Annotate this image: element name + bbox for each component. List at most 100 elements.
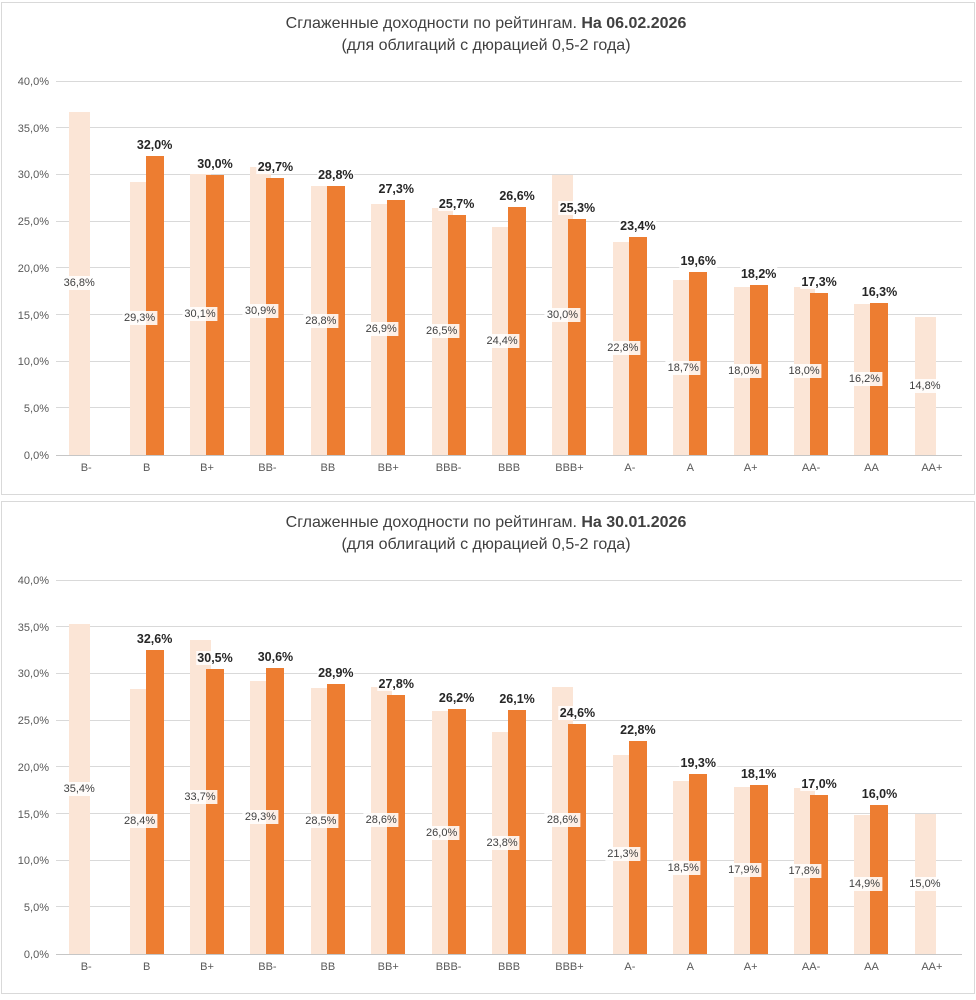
bar-current (145, 649, 164, 954)
gridline (56, 579, 962, 581)
category-group: 26,9% 27,3% (358, 82, 418, 455)
x-axis-label: B+ (200, 960, 214, 973)
bar-pair: 29,3% 30,6% (242, 581, 295, 954)
bar-label-previous: 18,0% (786, 363, 822, 378)
bar-pair: 24,4% 26,6% (484, 82, 536, 455)
y-axis: 0,0% 5,0% 10,0% 15,0% 20,0% 25,0% 30,0% 35,0% 40… (10, 76, 56, 462)
chart-title-text: Сглаженные доходности по рейтингам. (285, 15, 577, 32)
bar-pair: 28,8% 28,8% (303, 82, 355, 455)
category-group: 26,0% 26,2% (418, 581, 478, 954)
chart-body: 0,0% 5,0% 10,0% 15,0% 20,0% 25,0% 30,0% 35,0% 40… (10, 575, 962, 973)
bar-current (206, 669, 225, 954)
bar-current (508, 710, 527, 954)
gridline (56, 626, 962, 628)
x-axis-label: BB (320, 461, 336, 474)
y-axis-label: 0,0% (23, 948, 49, 961)
bar-label-current: 26,1% (498, 692, 536, 707)
bar-pair: 23,8% 26,1% (484, 581, 536, 954)
bar-label-current: 18,1% (739, 767, 778, 781)
x-axis-label: B (142, 960, 151, 973)
bar-label-previous: 18,7% (665, 360, 701, 375)
x-axis-label: BB (320, 960, 336, 973)
bar-label-previous: 28,6% (363, 813, 399, 828)
bar-label-previous: 14,8% (907, 378, 943, 393)
y-axis-label: 40,0% (17, 75, 49, 88)
y-axis-label: 5,0% (23, 403, 49, 416)
plot-area: 36,8% 29,3% 32,0% 30,1% 30,0% 30,9% 29,7% 28,8%… (56, 80, 962, 456)
category-group: 28,6% 24,6% (539, 581, 599, 954)
bar-pair: 15,0% (907, 581, 949, 954)
bar-pair: 28,6% 27,8% (363, 581, 415, 954)
chart-subtitle: (для облигаций с дюрацией 0,5-2 года) (341, 37, 631, 55)
x-axis-label: BBB+ (555, 461, 584, 474)
bar-label-current: 23,4% (619, 218, 657, 233)
category-group: 29,3% 32,0% (116, 82, 176, 455)
bar-label-current: 32,6% (135, 631, 174, 646)
bar-label-previous: 35,4% (61, 781, 97, 796)
bar-label-current: 27,3% (377, 182, 415, 197)
category-group: 28,6% 27,8% (358, 581, 418, 954)
bar-label-previous: 30,0% (544, 307, 581, 322)
x-axis-label: AA- (801, 461, 821, 474)
bar-label-previous: 26,9% (363, 322, 399, 337)
x-axis-label: BB+ (377, 461, 399, 474)
bar-label-current: 25,7% (437, 197, 476, 212)
category-group: 17,9% 18,1% (720, 581, 780, 954)
category-group: 28,5% 28,9% (298, 581, 358, 954)
bar-label-previous: 18,0% (726, 363, 762, 378)
plot-area: 35,4% 28,4% 32,6% 33,7% 30,5% 29,3% 30,6% 28,5%… (56, 579, 962, 955)
bar-pair: 36,8% (61, 82, 103, 455)
gridline (56, 80, 962, 82)
bar-groups: 35,4% 28,4% 32,6% 33,7% 30,5% 29,3% 30,6% 28,5%… (56, 581, 962, 954)
x-axis-label: A- (624, 960, 636, 973)
x-axis: B- B B+ BB- BB BB+ BBB- BBB BBB+ A- A A+ AA- AA AA+ (56, 961, 962, 973)
category-group: 28,4% 32,6% (116, 581, 176, 954)
bar-label-previous: 22,8% (605, 341, 641, 356)
chart-title: Сглаженные доходности по рейтингам. На 3… (10, 512, 962, 534)
bar-label-previous: 17,8% (786, 863, 822, 878)
bar-pair: 18,7% 19,6% (665, 82, 717, 455)
bar-label-previous: 16,2% (846, 372, 883, 387)
bar-label-previous: 24,4% (484, 334, 520, 349)
bar-current (568, 218, 587, 455)
bar-label-previous: 28,8% (303, 313, 339, 328)
chart-title-date: На 30.01.2026 (581, 514, 687, 531)
gridline (56, 673, 962, 675)
x-axis-label: B- (80, 960, 92, 973)
bar-label-current: 16,0% (860, 786, 899, 801)
bar-current (145, 156, 164, 455)
x-axis-label: A+ (743, 461, 758, 474)
bar-label-previous: 28,5% (303, 813, 339, 828)
bar-label-current: 28,8% (317, 168, 355, 183)
y-axis-label: 25,0% (17, 216, 49, 229)
y-axis-label: 10,0% (17, 855, 49, 868)
y-axis-label: 35,0% (17, 621, 49, 634)
bar-pair: 14,8% (907, 82, 949, 455)
bar-pair: 16,2% 16,3% (846, 82, 899, 455)
bar-label-current: 30,0% (196, 157, 234, 172)
gridline (56, 174, 962, 176)
category-group: 26,5% 25,7% (418, 82, 478, 455)
bar-label-current: 25,3% (558, 200, 597, 215)
bar-label-current: 32,0% (135, 138, 174, 153)
y-axis-label: 20,0% (17, 761, 49, 774)
category-group: 36,8% (56, 82, 116, 455)
bar-pair: 18,0% 18,2% (726, 82, 778, 455)
x-axis-label: B+ (200, 461, 214, 474)
plot-wrap: 35,4% 28,4% 32,6% 33,7% 30,5% 29,3% 30,6% 28,5%… (56, 579, 962, 973)
category-group: 30,9% 29,7% (237, 82, 297, 455)
bar-label-previous: 26,5% (424, 324, 460, 339)
y-axis-label: 15,0% (17, 808, 49, 821)
bar-label-previous: 30,9% (242, 303, 279, 318)
gridline (56, 127, 962, 129)
bar-label-current: 22,8% (619, 723, 657, 738)
category-group: 16,2% 16,3% (841, 82, 901, 455)
chart-panel: Сглаженные доходности по рейтингам. На 0… (1, 2, 975, 495)
category-group: 30,0% 25,3% (539, 82, 599, 455)
x-axis-label: AA- (801, 960, 821, 973)
chart-panel: Сглаженные доходности по рейтингам. На 3… (1, 501, 975, 994)
bar-pair: 21,3% 22,8% (605, 581, 657, 954)
y-axis-label: 10,0% (17, 356, 49, 369)
bar-label-current: 30,6% (256, 650, 295, 665)
